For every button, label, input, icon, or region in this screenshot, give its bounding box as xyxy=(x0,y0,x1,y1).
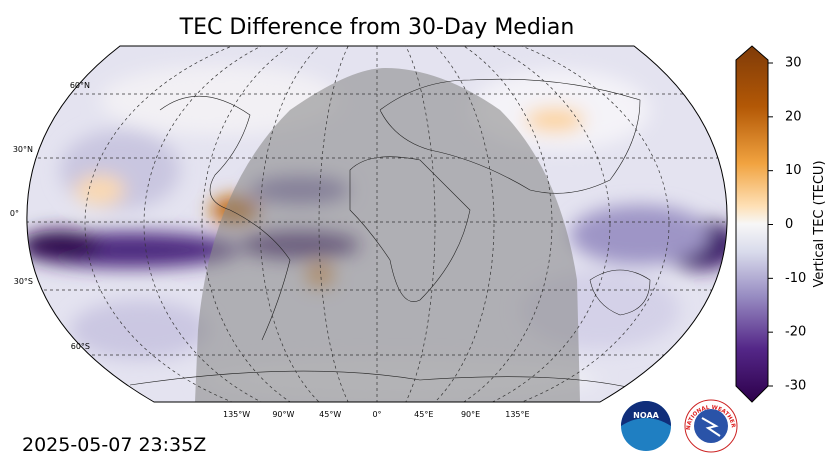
lon-label: 45°E xyxy=(414,410,433,419)
lon-label: 135°W xyxy=(223,410,250,419)
timestamp: 2025-05-07 23:35Z xyxy=(22,434,206,456)
noaa-text: NOAA xyxy=(633,411,659,420)
colorbar-tick-label: -10 xyxy=(785,271,806,286)
colorbar-tick-label: 30 xyxy=(785,56,802,71)
colorbar-tick-label: -30 xyxy=(785,379,806,394)
colorbar-tick-label: 20 xyxy=(785,109,802,124)
lon-label: 90°E xyxy=(461,410,480,419)
lat-label: 30°S xyxy=(14,277,33,286)
map-outline xyxy=(26,45,728,403)
lon-label: 90°W xyxy=(272,410,294,419)
colorbar-tick-label: 0 xyxy=(785,217,793,232)
lon-label: 135°E xyxy=(505,410,529,419)
lat-label: 60°N xyxy=(70,81,90,90)
lat-label: 0° xyxy=(10,209,19,218)
lon-label: 0° xyxy=(372,410,381,419)
title: TEC Difference from 30-Day Median xyxy=(179,15,575,40)
colorbar-tick-label: -20 xyxy=(785,325,806,340)
map-field xyxy=(26,46,728,402)
lat-label: 60°S xyxy=(71,342,90,351)
noaa-logo: NOAA xyxy=(621,401,671,451)
lon-label: 45°W xyxy=(319,410,341,419)
colorbar xyxy=(735,45,769,403)
colorbar-label: Vertical TEC (TECU) xyxy=(812,160,827,287)
lat-label: 30°N xyxy=(13,145,33,154)
colorbar-tick-label: 10 xyxy=(785,163,802,178)
